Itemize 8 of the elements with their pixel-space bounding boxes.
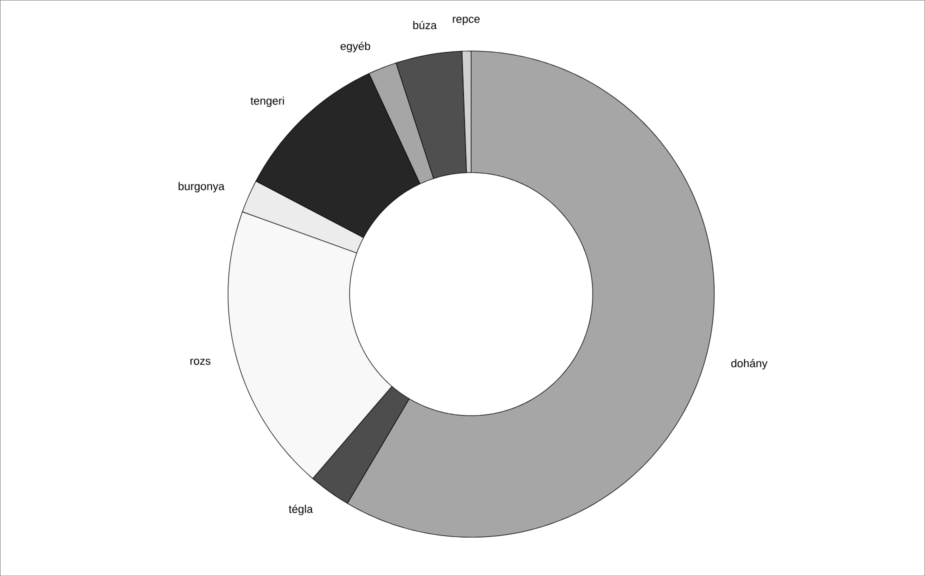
slice-label: tengeri	[250, 96, 284, 107]
slice-label: búza	[413, 20, 437, 30]
slice-label: egyéb	[340, 42, 370, 52]
slice-label: dohány	[731, 358, 768, 370]
slice-label: tégla	[288, 504, 313, 516]
slice-label: rozs	[190, 358, 210, 365]
slice-label: repce	[452, 16, 480, 26]
slice-label: burgonya	[178, 182, 225, 192]
